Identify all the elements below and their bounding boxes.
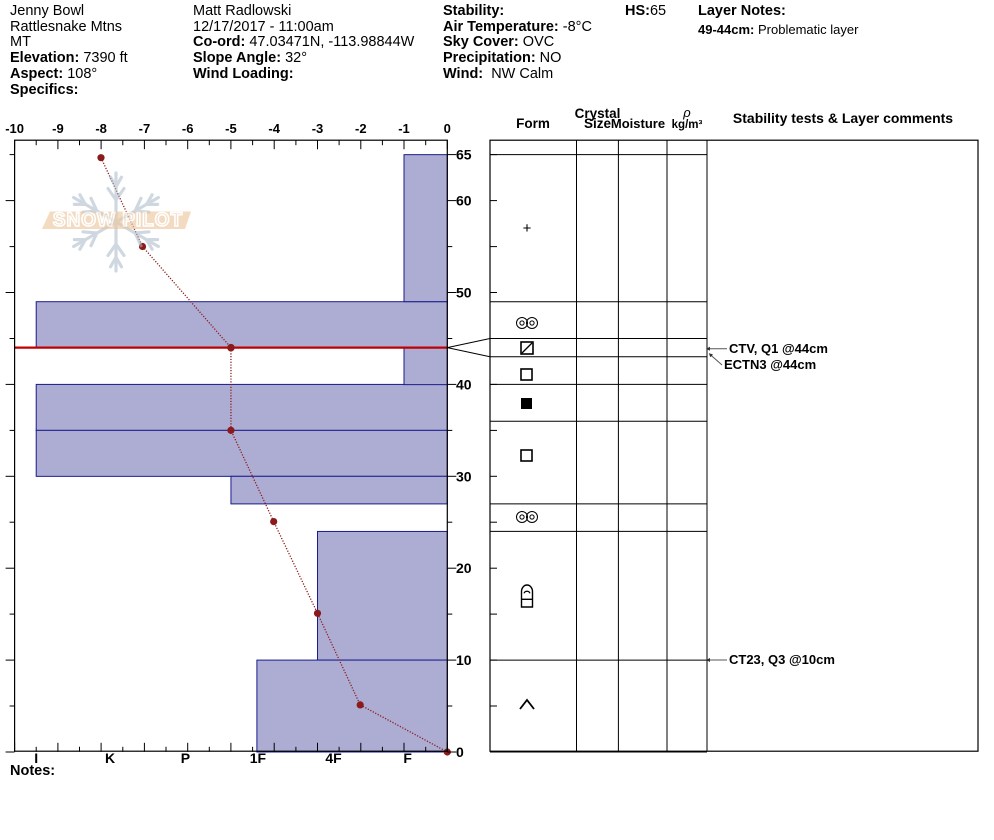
svg-text:kg/m³: kg/m³	[672, 119, 703, 131]
svg-text:F: F	[403, 750, 412, 766]
svg-text:4F: 4F	[325, 750, 342, 766]
svg-text:-6: -6	[182, 121, 194, 136]
svg-text:Moisture: Moisture	[611, 116, 665, 131]
svg-text:10: 10	[456, 652, 472, 668]
svg-text:-8: -8	[95, 121, 107, 136]
svg-text:1F: 1F	[250, 750, 267, 766]
svg-text:65: 65	[456, 147, 472, 163]
svg-text:30: 30	[456, 468, 472, 484]
svg-text:I: I	[34, 750, 38, 766]
svg-text:50: 50	[456, 285, 472, 301]
svg-text:60: 60	[456, 193, 472, 209]
svg-text:Form: Form	[516, 116, 550, 131]
svg-text:-9: -9	[52, 121, 64, 136]
svg-text:CTV, Q1 @44cm: CTV, Q1 @44cm	[729, 341, 828, 356]
svg-text:ρ: ρ	[682, 105, 691, 120]
svg-text:0: 0	[444, 121, 451, 136]
svg-text:K: K	[105, 750, 115, 766]
svg-text:P: P	[181, 750, 190, 766]
svg-text:+: +	[523, 220, 532, 237]
svg-text:0: 0	[456, 744, 464, 760]
svg-text:-3: -3	[312, 121, 324, 136]
svg-text:40: 40	[456, 376, 472, 392]
svg-text:-1: -1	[398, 121, 410, 136]
svg-text:CT23, Q3 @10cm: CT23, Q3 @10cm	[729, 652, 835, 667]
svg-text:-7: -7	[139, 121, 151, 136]
svg-text:-2: -2	[355, 121, 367, 136]
svg-text:-5: -5	[225, 121, 237, 136]
svg-text:Size: Size	[584, 116, 612, 131]
svg-text:-10: -10	[5, 121, 24, 136]
svg-text:Stability tests & Layer commen: Stability tests & Layer comments	[733, 110, 953, 126]
svg-text:20: 20	[456, 560, 472, 576]
svg-text:ECTN3 @44cm: ECTN3 @44cm	[724, 357, 816, 372]
svg-text:SNOW PILOT: SNOW PILOT	[53, 210, 183, 231]
svg-text:-4: -4	[268, 121, 280, 136]
